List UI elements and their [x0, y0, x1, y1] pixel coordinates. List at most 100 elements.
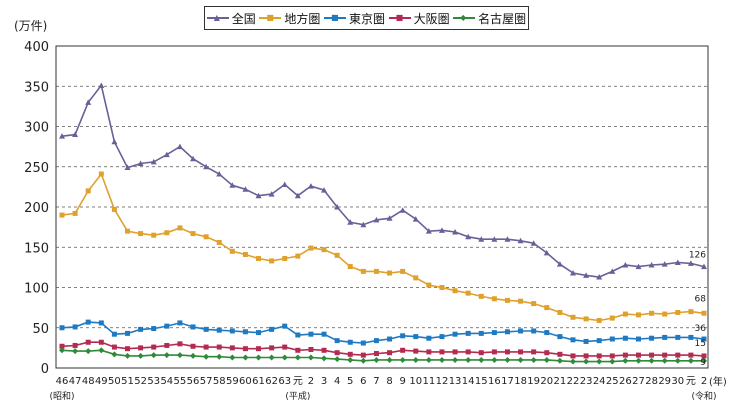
data-point [59, 212, 65, 218]
data-point [111, 331, 117, 337]
x-tick-label: 63 [278, 376, 291, 387]
data-point [465, 349, 471, 355]
data-point [150, 352, 157, 359]
x-tick-label: 21 [554, 376, 567, 387]
end-value-label: 15 [695, 339, 706, 349]
data-point [176, 143, 183, 150]
x-tick-label: 61 [252, 376, 265, 387]
data-point [85, 99, 92, 105]
x-tick-label: 元 [293, 376, 303, 387]
data-point [269, 258, 275, 264]
y-tick-label: 150 [24, 241, 49, 256]
data-point [151, 344, 157, 350]
data-point [124, 352, 131, 359]
era-label: (令和) [691, 390, 716, 402]
data-point [347, 264, 353, 270]
data-point [242, 346, 248, 352]
data-point [400, 268, 406, 274]
legend-label: 名古屋圏 [478, 11, 527, 26]
x-tick-label: 20 [540, 376, 553, 387]
data-point [609, 353, 615, 359]
data-point [59, 343, 65, 349]
data-point [98, 339, 104, 345]
data-point [543, 356, 550, 363]
x-tick-label: 5 [347, 376, 353, 387]
x-tick-label: 3 [321, 376, 327, 387]
data-point [268, 354, 275, 361]
data-point [661, 357, 668, 364]
x-tick-label: 26 [619, 376, 632, 387]
x-tick-label: 15 [475, 376, 488, 387]
data-point [229, 182, 236, 188]
data-point [373, 268, 379, 274]
data-point [504, 329, 510, 335]
data-point [556, 357, 563, 364]
data-point [452, 356, 459, 363]
data-point [465, 330, 471, 336]
data-point [701, 310, 707, 316]
data-point [386, 356, 393, 363]
data-point [569, 270, 576, 276]
x-tick-label: 22 [567, 376, 580, 387]
data-point [687, 260, 694, 266]
data-point [635, 263, 642, 270]
data-point [137, 160, 144, 167]
data-point [452, 288, 458, 294]
data-point [596, 338, 602, 344]
data-point [307, 183, 314, 189]
data-point [386, 215, 393, 221]
data-point [439, 334, 445, 340]
data-point [609, 336, 615, 342]
data-point [596, 318, 602, 324]
x-tick-label: 24 [593, 376, 606, 387]
data-point [334, 252, 340, 258]
x-tick-label: 16 [488, 376, 501, 387]
x-tick-label: 47 [69, 376, 82, 387]
data-point [216, 353, 223, 360]
data-point [269, 345, 275, 351]
x-tick-label: 27 [632, 376, 645, 387]
data-point [85, 339, 91, 345]
x-tick-label: 19 [527, 376, 540, 387]
x-tick-label: 8 [386, 376, 392, 387]
data-point [98, 82, 105, 88]
data-point [478, 236, 485, 242]
data-point [413, 275, 419, 281]
x-tick-label: 12 [436, 376, 449, 387]
data-point [347, 351, 353, 357]
x-suffix-label: (年) [709, 375, 727, 388]
data-point [190, 231, 196, 237]
data-point [295, 253, 301, 259]
legend-item: ■ 大阪圏 [388, 10, 450, 27]
data-point [399, 207, 406, 213]
data-point [452, 349, 458, 355]
data-point [334, 338, 340, 344]
data-point [438, 227, 445, 233]
x-tick-label: 48 [82, 376, 95, 387]
data-point [111, 206, 117, 212]
data-point [124, 164, 131, 171]
data-point [491, 349, 497, 355]
data-point [426, 335, 432, 341]
data-point [688, 309, 694, 315]
data-point [59, 325, 65, 331]
data-point [138, 345, 144, 351]
data-point [413, 348, 419, 354]
data-point [164, 342, 170, 348]
data-point [635, 357, 642, 364]
data-point [518, 298, 524, 304]
data-point [321, 347, 327, 353]
data-point [360, 268, 366, 274]
data-point [255, 354, 262, 361]
data-point [622, 357, 629, 364]
data-point [190, 343, 196, 349]
data-point [674, 357, 681, 364]
data-point [360, 352, 366, 358]
data-point [609, 358, 616, 365]
data-point [229, 248, 235, 254]
data-point [531, 328, 537, 334]
y-tick-label: 250 [24, 161, 49, 176]
data-point [125, 346, 131, 352]
x-tick-label: 9 [399, 376, 405, 387]
